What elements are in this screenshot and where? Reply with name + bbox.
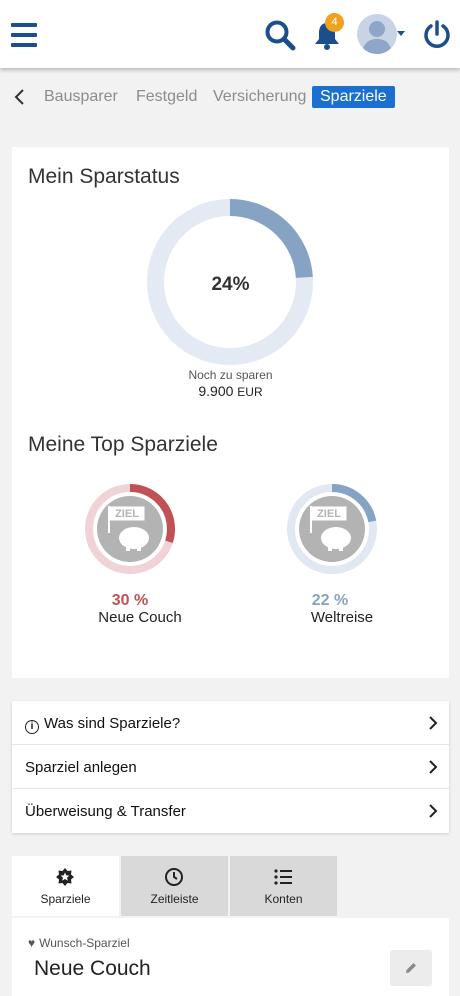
currency-label: EUR <box>237 385 263 399</box>
tab-label: Zeitleiste <box>150 892 199 906</box>
remaining-amount: 9.900 EUR <box>12 383 449 399</box>
pencil-icon <box>406 963 416 973</box>
chevron-down-icon[interactable] <box>397 31 405 36</box>
wish-goal-title: Neue Couch <box>34 957 151 980</box>
status-donut-chart <box>147 199 313 365</box>
tab-sparziele-view[interactable]: Sparziele <box>12 856 119 916</box>
edit-button[interactable] <box>390 950 432 986</box>
goal-name: Neue Couch <box>98 609 182 626</box>
goal-ring: ZIEL <box>287 484 377 574</box>
search-icon[interactable] <box>264 19 296 51</box>
wish-goal-card: ♥ Wunsch-Sparziel Neue Couch <box>12 918 449 996</box>
link-was-sind-sparziele[interactable]: i Was sind Sparziele? <box>12 701 449 745</box>
status-title: Mein Sparstatus <box>28 165 180 188</box>
tab-bausparer[interactable]: Bausparer <box>44 88 118 105</box>
tab-festgeld[interactable]: Festgeld <box>136 88 198 105</box>
tab-label: Konten <box>264 892 303 906</box>
list-icon <box>274 869 292 885</box>
tab-zeitleiste[interactable]: Zeitleiste <box>121 856 228 916</box>
status-percent: 24% <box>211 274 250 295</box>
goal-ring-progress <box>287 484 377 574</box>
chevron-left-icon[interactable] <box>12 88 28 106</box>
chevron-right-icon <box>429 760 438 774</box>
chevron-right-icon <box>429 716 438 730</box>
tab-konten[interactable]: Konten <box>230 856 337 916</box>
avatar[interactable] <box>357 14 397 54</box>
menu-icon[interactable] <box>11 23 37 47</box>
status-donut-progress <box>147 199 313 365</box>
goal-percent: 30 % <box>111 592 149 609</box>
tab-sparziele[interactable]: Sparziele <box>312 86 395 108</box>
link-ueberweisung-transfer[interactable]: Überweisung & Transfer <box>12 789 449 833</box>
link-label: Überweisung & Transfer <box>25 803 186 820</box>
heart-icon: ♥ <box>28 936 36 950</box>
star-badge-icon <box>56 868 74 886</box>
remaining-label: Noch zu sparen <box>188 368 273 382</box>
link-sparziel-anlegen[interactable]: Sparziel anlegen <box>12 745 449 789</box>
wish-goal-label-text: Wunsch-Sparziel <box>39 936 130 950</box>
goal-ring-progress <box>85 484 175 574</box>
clock-icon <box>165 868 183 886</box>
link-text: Was sind Sparziele? <box>44 715 181 732</box>
chevron-right-icon <box>429 804 438 818</box>
svg-text:ZIEL: ZIEL <box>317 508 341 520</box>
wish-goal-label: ♥ Wunsch-Sparziel <box>28 936 130 950</box>
remaining-value: 9.900 <box>198 383 234 399</box>
link-label: Sparziel anlegen <box>25 759 137 776</box>
goal-ring: ZIEL <box>85 484 175 574</box>
info-icon: i <box>25 720 39 734</box>
svg-text:ZIEL: ZIEL <box>115 508 139 520</box>
savings-status-card: Mein Sparstatus 24% Noch zu sparen 9.900… <box>12 147 449 678</box>
link-label: i Was sind Sparziele? <box>25 715 180 734</box>
top-goals-title: Meine Top Sparziele <box>28 433 218 456</box>
notification-badge: 4 <box>325 13 344 32</box>
goal-name: Weltreise <box>310 609 374 626</box>
tab-label: Sparziele <box>40 892 91 906</box>
goal-percent: 22 % <box>311 592 349 609</box>
tab-versicherung[interactable]: Versicherung <box>213 88 307 105</box>
links-list: i Was sind Sparziele? Sparziel anlegen Üb… <box>12 701 449 833</box>
power-icon[interactable] <box>422 19 452 49</box>
category-tabs: Bausparer Festgeld Versicherung Sparziel… <box>0 82 460 112</box>
top-bar: 4 <box>0 0 460 68</box>
